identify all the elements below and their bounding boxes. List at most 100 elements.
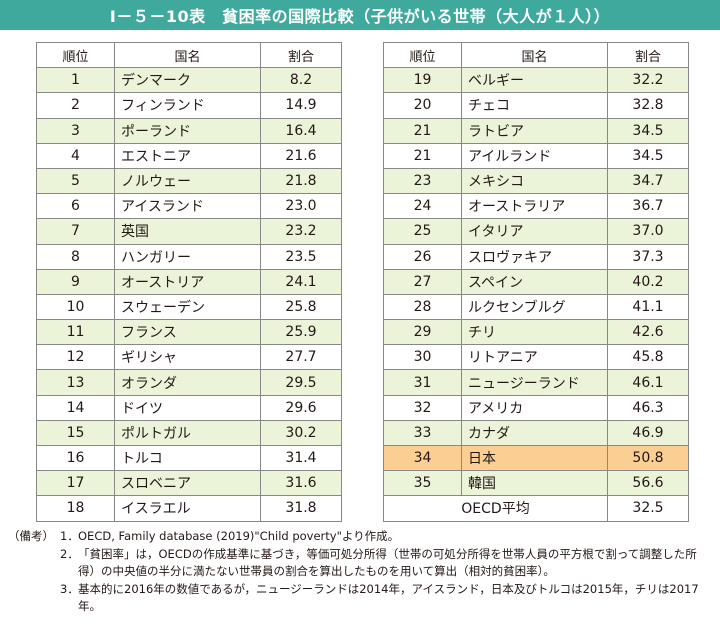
country-cell: オランダ xyxy=(114,369,261,396)
rate-cell: 24.1 xyxy=(260,268,342,295)
country-cell: スペイン xyxy=(461,268,608,295)
rank-cell: 2 xyxy=(36,92,115,119)
table-row: 33 カナダ 46.9 xyxy=(383,419,689,447)
table-row: 18 イスラエル 31.8 xyxy=(36,495,342,522)
oecd-average-value: 32.5 xyxy=(607,495,689,522)
country-cell: ノルウェー xyxy=(114,167,261,195)
country-cell: フィンランド xyxy=(114,92,261,119)
table-row: 28 ルクセンブルグ 41.1 xyxy=(383,293,689,321)
country-cell: メキシコ xyxy=(461,167,608,195)
rate-cell: 37.0 xyxy=(607,218,689,245)
rank-cell: 19 xyxy=(383,67,462,94)
rank-cell: 18 xyxy=(36,495,115,522)
rate-cell: 23.2 xyxy=(260,218,342,245)
oecd-average-label: OECD平均 xyxy=(383,495,608,522)
rank-cell: 14 xyxy=(36,394,115,421)
note-number: 1． xyxy=(60,529,79,543)
notes: （備考） 1． OECD, Family database (2019)"Chi… xyxy=(8,528,713,616)
table-row: 5 ノルウェー 21.8 xyxy=(36,167,342,195)
rate-cell: 46.3 xyxy=(607,394,689,421)
table-row: 14 ドイツ 29.6 xyxy=(36,394,342,421)
rate-cell: 31.4 xyxy=(260,444,342,472)
country-cell: ニュージーランド xyxy=(461,369,608,396)
rate-cell: 46.1 xyxy=(607,369,689,396)
rate-cell: 21.6 xyxy=(260,142,342,169)
table-row: 10 スウェーデン 25.8 xyxy=(36,293,342,321)
rate-cell: 40.2 xyxy=(607,268,689,295)
table-row: 12 ギリシャ 27.7 xyxy=(36,344,342,371)
rate-cell: 31.6 xyxy=(260,470,342,497)
country-cell: アイルランド xyxy=(461,142,608,169)
table-row: 24 オーストラリア 36.7 xyxy=(383,193,689,220)
table-row: 3 ポーランド 16.4 xyxy=(36,117,342,144)
rank-cell: 17 xyxy=(36,470,115,497)
note-text: 基本的に2016年の数値であるが，ニュージーランドは2014年，アイスランド，日… xyxy=(78,581,699,614)
country-cell: ドイツ xyxy=(114,394,261,421)
rate-cell: 30.2 xyxy=(260,419,342,447)
rate-cell: 36.7 xyxy=(607,193,689,220)
rank-cell: 24 xyxy=(383,193,462,220)
table-row: 17 スロベニア 31.6 xyxy=(36,470,342,497)
rank-cell: 1 xyxy=(36,67,115,94)
rate-cell: 27.7 xyxy=(260,344,342,371)
table-row: 1 デンマーク 8.2 xyxy=(36,67,342,94)
country-cell: デンマーク xyxy=(114,67,261,94)
rank-cell: 11 xyxy=(36,319,115,346)
rank-cell: 27 xyxy=(383,268,462,295)
rate-cell: 29.5 xyxy=(260,369,342,396)
table-row: 8 ハンガリー 23.5 xyxy=(36,243,342,270)
rank-cell: 29 xyxy=(383,319,462,346)
rate-cell: 23.0 xyxy=(260,193,342,220)
header-country: 国名 xyxy=(114,41,261,69)
note-item: 3． 基本的に2016年の数値であるが，ニュージーランドは2014年，アイスラン… xyxy=(8,581,713,616)
rank-cell: 34 xyxy=(383,444,462,472)
note-text: OECD, Family database (2019)"Child pover… xyxy=(78,529,400,543)
table-row-highlighted: 34 日本 50.8 xyxy=(383,444,689,472)
country-cell: ラトビア xyxy=(461,117,608,144)
rank-cell: 7 xyxy=(36,218,115,245)
table-row: 21 ラトビア 34.5 xyxy=(383,117,689,144)
rate-cell: 31.8 xyxy=(260,495,342,522)
rate-cell: 34.7 xyxy=(607,167,689,195)
rate-cell: 16.4 xyxy=(260,117,342,144)
header-rank: 順位 xyxy=(36,41,115,69)
rate-cell: 37.3 xyxy=(607,243,689,270)
rank-cell: 16 xyxy=(36,444,115,472)
oecd-average-row: OECD平均 32.5 xyxy=(383,495,689,522)
rank-cell: 4 xyxy=(36,142,115,169)
rate-cell: 8.2 xyxy=(260,67,342,94)
rate-cell: 14.9 xyxy=(260,92,342,119)
header-rate: 割合 xyxy=(607,41,689,69)
table-row: 2 フィンランド 14.9 xyxy=(36,92,342,119)
country-cell: チェコ xyxy=(461,92,608,119)
country-cell: オーストリア xyxy=(114,268,261,295)
header-row: 順位 国名 割合 xyxy=(36,41,342,69)
rate-cell: 34.5 xyxy=(607,117,689,144)
country-cell: ハンガリー xyxy=(114,243,261,270)
country-cell: 韓国 xyxy=(461,470,608,497)
country-cell: スロベニア xyxy=(114,470,261,497)
country-cell: ルクセンブルグ xyxy=(461,293,608,321)
rank-cell: 33 xyxy=(383,419,462,447)
ranking-table-right: 順位 国名 割合 19 ベルギー 32.2 20 チェコ 32.8 21 ラトビア 34.5 21… xyxy=(383,41,689,522)
country-cell: エストニア xyxy=(114,142,261,169)
table-row: 11 フランス 25.9 xyxy=(36,319,342,346)
table-row: 20 チェコ 32.8 xyxy=(383,92,689,119)
rate-cell: 41.1 xyxy=(607,293,689,321)
country-cell: カナダ xyxy=(461,419,608,447)
rank-cell: 9 xyxy=(36,268,115,295)
rank-cell: 21 xyxy=(383,117,462,144)
table-row: 7 英国 23.2 xyxy=(36,218,342,245)
rank-cell: 12 xyxy=(36,344,115,371)
note-number: 2． xyxy=(60,546,79,561)
rate-cell: 50.8 xyxy=(607,444,689,472)
note-item: （備考） 1． OECD, Family database (2019)"Chi… xyxy=(8,528,713,546)
country-cell: 英国 xyxy=(114,218,261,245)
country-cell: スウェーデン xyxy=(114,293,261,321)
country-cell: ベルギー xyxy=(461,67,608,94)
rank-cell: 3 xyxy=(36,117,115,144)
rate-cell: 45.8 xyxy=(607,344,689,371)
rank-cell: 35 xyxy=(383,470,462,497)
rank-cell: 13 xyxy=(36,369,115,396)
table-row: 29 チリ 42.6 xyxy=(383,319,689,346)
